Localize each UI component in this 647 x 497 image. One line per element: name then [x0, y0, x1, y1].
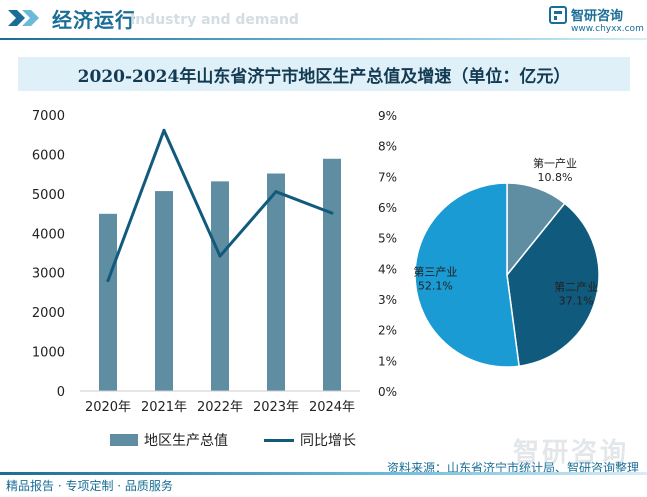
brand-name: 智研咨询	[571, 9, 624, 24]
pie-slice	[506, 202, 600, 368]
growth-rate-point	[330, 211, 334, 215]
bar-gdp	[211, 181, 229, 391]
pie-slice-label: 第一产业	[533, 156, 577, 170]
brand-logo-block: 智研咨询 www.chyxx.com	[549, 4, 644, 38]
y2-axis-tick-label: 1%	[378, 354, 397, 368]
bar-gdp	[99, 213, 117, 391]
y2-axis-tick-label: 6%	[378, 201, 397, 215]
growth-rate-point	[274, 190, 278, 194]
bar-gdp	[267, 173, 285, 391]
bar-gdp	[323, 158, 341, 391]
y-axis-tick-label: 2000	[32, 306, 65, 321]
y2-axis-tick-label: 7%	[378, 170, 397, 184]
y-axis-tick-label: 7000	[32, 109, 65, 124]
bar-gdp	[155, 191, 173, 391]
y2-axis-tick-label: 4%	[378, 262, 397, 276]
header-bar: 经济运行 Industry and demand 智研咨询 www.chyxx.…	[0, 0, 647, 44]
legend-bar-swatch	[110, 434, 138, 446]
chart-title-bar: 2020-2024年山东省济宁市地区生产总值及增速（单位：亿元）	[18, 57, 630, 91]
source-note: 资料来源：山东省济宁市统计局、智研咨询整理	[386, 461, 639, 475]
pie-slice-value: 52.1%	[418, 280, 453, 293]
y-axis-tick-label: 3000	[32, 267, 65, 282]
y2-axis-tick-label: 9%	[378, 109, 397, 123]
brand-logo-icon	[549, 6, 567, 24]
pie-slice-label: 第二产业	[554, 279, 598, 293]
legend-item-bar: 地区生产总值	[110, 430, 228, 450]
growth-rate-point	[106, 279, 110, 283]
y-axis-tick-label: 4000	[32, 227, 65, 242]
pie-slice-value: 10.8%	[538, 171, 573, 184]
y2-axis-tick-label: 2%	[378, 324, 397, 338]
y-axis-tick-label: 6000	[32, 148, 65, 163]
legend-bar-label: 地区生产总值	[144, 433, 228, 449]
x-axis-tick-label: 2021年	[141, 400, 187, 415]
growth-rate-point	[218, 254, 222, 258]
x-axis-tick-label: 2020年	[85, 400, 131, 415]
x-axis-tick-label: 2022年	[197, 400, 243, 415]
y-axis-tick-label: 1000	[32, 346, 65, 361]
section-ghost-text: Industry and demand	[130, 12, 299, 28]
section-title: 经济运行	[52, 8, 136, 32]
watermark-logo: 智研咨询	[512, 438, 629, 468]
y2-axis-tick-label: 8%	[378, 140, 397, 154]
y2-axis-tick-label: 0%	[378, 385, 397, 399]
pie-slice-value: 37.1%	[559, 294, 594, 307]
legend-item-line: 同比增长	[264, 430, 356, 450]
y-axis-tick-label: 5000	[32, 188, 65, 203]
y2-axis-tick-label: 5%	[378, 232, 397, 246]
brand-url: www.chyxx.com	[571, 24, 644, 34]
y2-axis-tick-label: 3%	[378, 293, 397, 307]
pie-slice	[414, 182, 520, 368]
chart-legend: 地区生产总值 同比增长	[110, 430, 392, 450]
x-axis-tick-label: 2024年	[309, 400, 355, 415]
footer-divider	[0, 472, 647, 475]
header-divider	[0, 38, 647, 40]
pie-slice-label: 第三产业	[413, 265, 457, 279]
chart-title: 2020-2024年山东省济宁市地区生产总值及增速（单位：亿元）	[77, 66, 571, 87]
legend-line-label: 同比增长	[300, 433, 356, 449]
growth-rate-point	[162, 128, 166, 132]
y-axis-tick-label: 0	[57, 385, 65, 400]
double-chevron-icon	[8, 10, 39, 26]
x-axis-tick-label: 2023年	[253, 400, 299, 415]
legend-line-swatch	[264, 438, 294, 442]
footer-slogan: 精品报告 · 专项定制 · 品质服务	[6, 479, 173, 493]
bar-line-chart: 0 1000 2000 3000 4000 5000 6000 7000 0% 1% 2% 3% 4% 5…	[32, 109, 397, 415]
